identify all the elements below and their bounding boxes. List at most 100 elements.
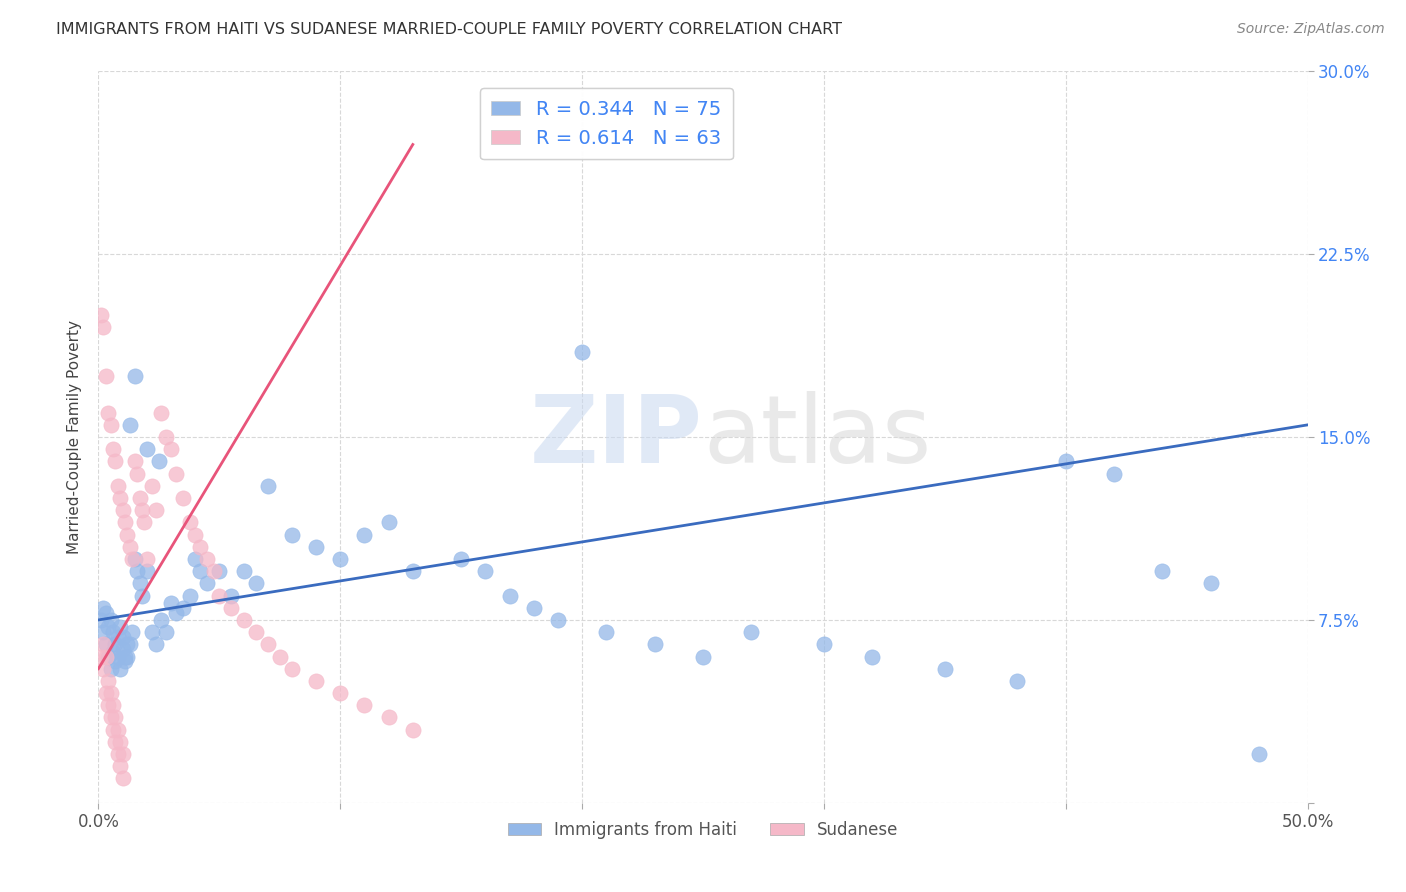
Point [97, 649, 120, 664]
Point [141, 625, 163, 640]
Point [104, 735, 127, 749]
Point [94, 649, 117, 664]
Point [1102, 467, 1125, 481]
Point [104, 454, 127, 468]
Point [108, 491, 131, 505]
Point [1152, 564, 1174, 578]
Point [644, 637, 666, 651]
Point [94, 686, 117, 700]
Point [101, 723, 124, 737]
Point [91, 637, 114, 651]
Point [245, 625, 267, 640]
Point [108, 759, 131, 773]
Point [104, 654, 127, 668]
Point [179, 589, 201, 603]
Point [188, 564, 211, 578]
Point [523, 600, 546, 615]
Point [141, 479, 163, 493]
Point [101, 645, 124, 659]
Point [1054, 454, 1077, 468]
Point [740, 625, 762, 640]
Point [148, 454, 170, 468]
Point [450, 552, 472, 566]
Point [256, 479, 278, 493]
Point [188, 540, 211, 554]
Point [90, 308, 112, 322]
Point [107, 723, 129, 737]
Point [104, 637, 127, 651]
Point [195, 576, 218, 591]
Point [100, 662, 122, 676]
Point [131, 503, 153, 517]
Point [1249, 747, 1271, 761]
Point [104, 710, 127, 724]
Point [94, 637, 117, 651]
Point [111, 642, 134, 657]
Point [114, 654, 136, 668]
Point [377, 710, 399, 724]
Point [165, 606, 187, 620]
Point [127, 564, 149, 578]
Point [377, 516, 399, 530]
Point [1007, 673, 1029, 688]
Point [127, 467, 149, 481]
Point [934, 662, 956, 676]
Point [100, 686, 122, 700]
Point [595, 625, 617, 640]
Point [813, 637, 835, 651]
Point [117, 637, 139, 651]
Point [353, 527, 375, 541]
Point [121, 552, 143, 566]
Point [179, 516, 201, 530]
Point [150, 406, 173, 420]
Point [114, 649, 136, 664]
Point [118, 417, 141, 432]
Point [108, 735, 131, 749]
Point [118, 637, 141, 651]
Point [498, 589, 520, 603]
Point [245, 576, 267, 591]
Point [547, 613, 569, 627]
Point [91, 320, 114, 334]
Point [94, 606, 117, 620]
Point [100, 710, 122, 724]
Point [101, 625, 124, 640]
Point [108, 620, 131, 634]
Point [232, 613, 254, 627]
Point [135, 564, 157, 578]
Point [97, 406, 120, 420]
Point [134, 516, 156, 530]
Point [692, 649, 714, 664]
Point [117, 527, 139, 541]
Point [118, 540, 141, 554]
Point [155, 625, 177, 640]
Point [90, 649, 112, 664]
Point [204, 564, 226, 578]
Point [124, 552, 146, 566]
Point [402, 564, 425, 578]
Point [172, 491, 194, 505]
Point [90, 613, 112, 627]
Point [232, 564, 254, 578]
Point [165, 467, 187, 481]
Point [160, 442, 183, 457]
Point [111, 772, 134, 786]
Point [208, 564, 231, 578]
Point [91, 600, 114, 615]
Point [131, 589, 153, 603]
Point [172, 600, 194, 615]
Point [256, 637, 278, 651]
Y-axis label: Married-Couple Family Poverty: Married-Couple Family Poverty [67, 320, 83, 554]
Point [571, 344, 593, 359]
Point [101, 442, 124, 457]
Point [221, 589, 243, 603]
Point [474, 564, 496, 578]
Point [124, 369, 146, 384]
Point [101, 698, 124, 713]
Point [107, 747, 129, 761]
Point [97, 620, 120, 634]
Text: IMMIGRANTS FROM HAITI VS SUDANESE MARRIED-COUPLE FAMILY POVERTY CORRELATION CHAR: IMMIGRANTS FROM HAITI VS SUDANESE MARRIE… [56, 22, 842, 37]
Point [97, 698, 120, 713]
Point [329, 552, 352, 566]
Point [94, 369, 117, 384]
